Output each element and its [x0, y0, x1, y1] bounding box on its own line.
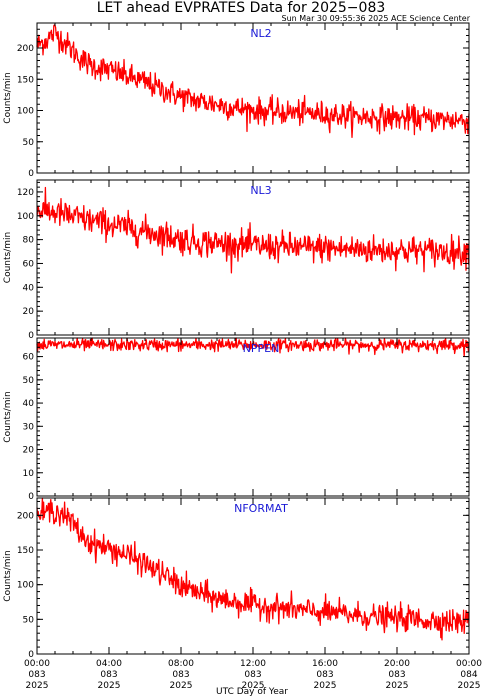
x-tick-doy-label: 083	[388, 670, 405, 680]
series-line-nl2	[36, 24, 470, 138]
plot-frame	[36, 22, 470, 174]
y-tick-label: 0	[28, 492, 34, 502]
y-tick-label: 80	[23, 236, 35, 246]
y-axis-label: Counts/min	[3, 550, 13, 601]
y-tick-label: 40	[23, 399, 35, 409]
y-tick-label: 0	[28, 169, 34, 179]
x-tick-year-label: 2025	[314, 681, 337, 691]
x-tick-time-label: 16:00	[312, 659, 338, 669]
x-tick-year-label: 2025	[170, 681, 193, 691]
panel-title-nformat: NFORMAT	[234, 502, 288, 515]
y-axis-label: Counts/min	[3, 232, 13, 283]
x-tick-year-label: 2025	[386, 681, 409, 691]
y-tick-label: 100	[17, 581, 34, 591]
panel-title-nppen: NPPEN	[243, 342, 280, 355]
chart-panel-nl3: 0 20 40 60 80 100 120 NL3 Counts/min	[3, 179, 470, 341]
x-axis-label: UTC Day of Year	[216, 687, 288, 697]
y-axis-label: Counts/min	[3, 391, 13, 442]
panel-title-nl2: NL2	[250, 27, 271, 40]
x-axis-tick-labels: 00:00083202504:00083202508:00083202512:0…	[24, 659, 482, 691]
x-tick-time-label: 00:00	[24, 659, 50, 669]
x-tick-doy-label: 083	[244, 670, 261, 680]
chart-panel-nformat: 0 50 100 150 200 NFORMAT Counts/min	[3, 497, 470, 660]
x-tick-time-label: 04:00	[96, 659, 122, 669]
y-tick-label: 200	[17, 511, 34, 521]
x-tick-doy-label: 084	[460, 670, 477, 680]
x-tick-year-label: 2025	[98, 681, 121, 691]
x-tick-doy-label: 083	[172, 670, 189, 680]
y-tick-label: 50	[23, 376, 35, 386]
y-tick-label: 30	[23, 422, 35, 432]
x-tick-time-label: 20:00	[384, 659, 410, 669]
y-tick-label: 0	[28, 650, 34, 660]
y-axis-label: Counts/min	[3, 72, 13, 123]
chart-panel-nl2: 0 50 100 150 200 NL2 Counts/min	[3, 22, 470, 179]
timestamp-label: Sun Mar 30 09:55:36 2025 ACE Science Cen…	[282, 14, 471, 23]
y-tick-label: 100	[17, 212, 34, 222]
y-tick-label: 50	[23, 615, 35, 625]
x-tick-year-label: 2025	[458, 681, 481, 691]
y-tick-label: 40	[23, 283, 35, 293]
y-tick-label: 150	[17, 546, 34, 556]
plot-frame	[36, 497, 470, 655]
x-tick-time-label: 08:00	[168, 659, 194, 669]
series-line-nformat	[36, 497, 470, 641]
x-tick-doy-label: 083	[28, 670, 45, 680]
series-line-nl3	[36, 186, 470, 274]
y-tick-label: 20	[23, 446, 35, 456]
y-tick-label: 20	[23, 307, 35, 317]
y-tick-label: 150	[17, 75, 34, 85]
x-tick-time-label: 12:00	[240, 659, 266, 669]
y-tick-label: 60	[23, 353, 35, 363]
x-tick-doy-label: 083	[100, 670, 117, 680]
y-tick-label: 50	[23, 138, 35, 148]
y-tick-label: 10	[23, 469, 35, 479]
y-tick-label: 200	[17, 44, 34, 54]
x-tick-year-label: 2025	[242, 681, 265, 691]
x-tick-doy-label: 083	[316, 670, 333, 680]
panel-title-nl3: NL3	[250, 184, 271, 197]
y-tick-label: 100	[17, 107, 34, 117]
x-tick-year-label: 2025	[26, 681, 49, 691]
y-tick-label: 60	[23, 259, 35, 269]
plot-frame	[36, 337, 470, 497]
x-tick-time-label: 00:00	[456, 659, 482, 669]
y-tick-label: 0	[28, 331, 34, 341]
chart-title: LET ahead EVPRATES Data for 2025−083	[97, 0, 386, 16]
chart-panel-nppen: 0 10 20 30 40 50 60 NPPEN Counts/min	[3, 337, 470, 502]
panels-group: 050100150200NL2Counts/min020406080100120…	[3, 22, 470, 660]
y-tick-label: 120	[17, 188, 34, 198]
